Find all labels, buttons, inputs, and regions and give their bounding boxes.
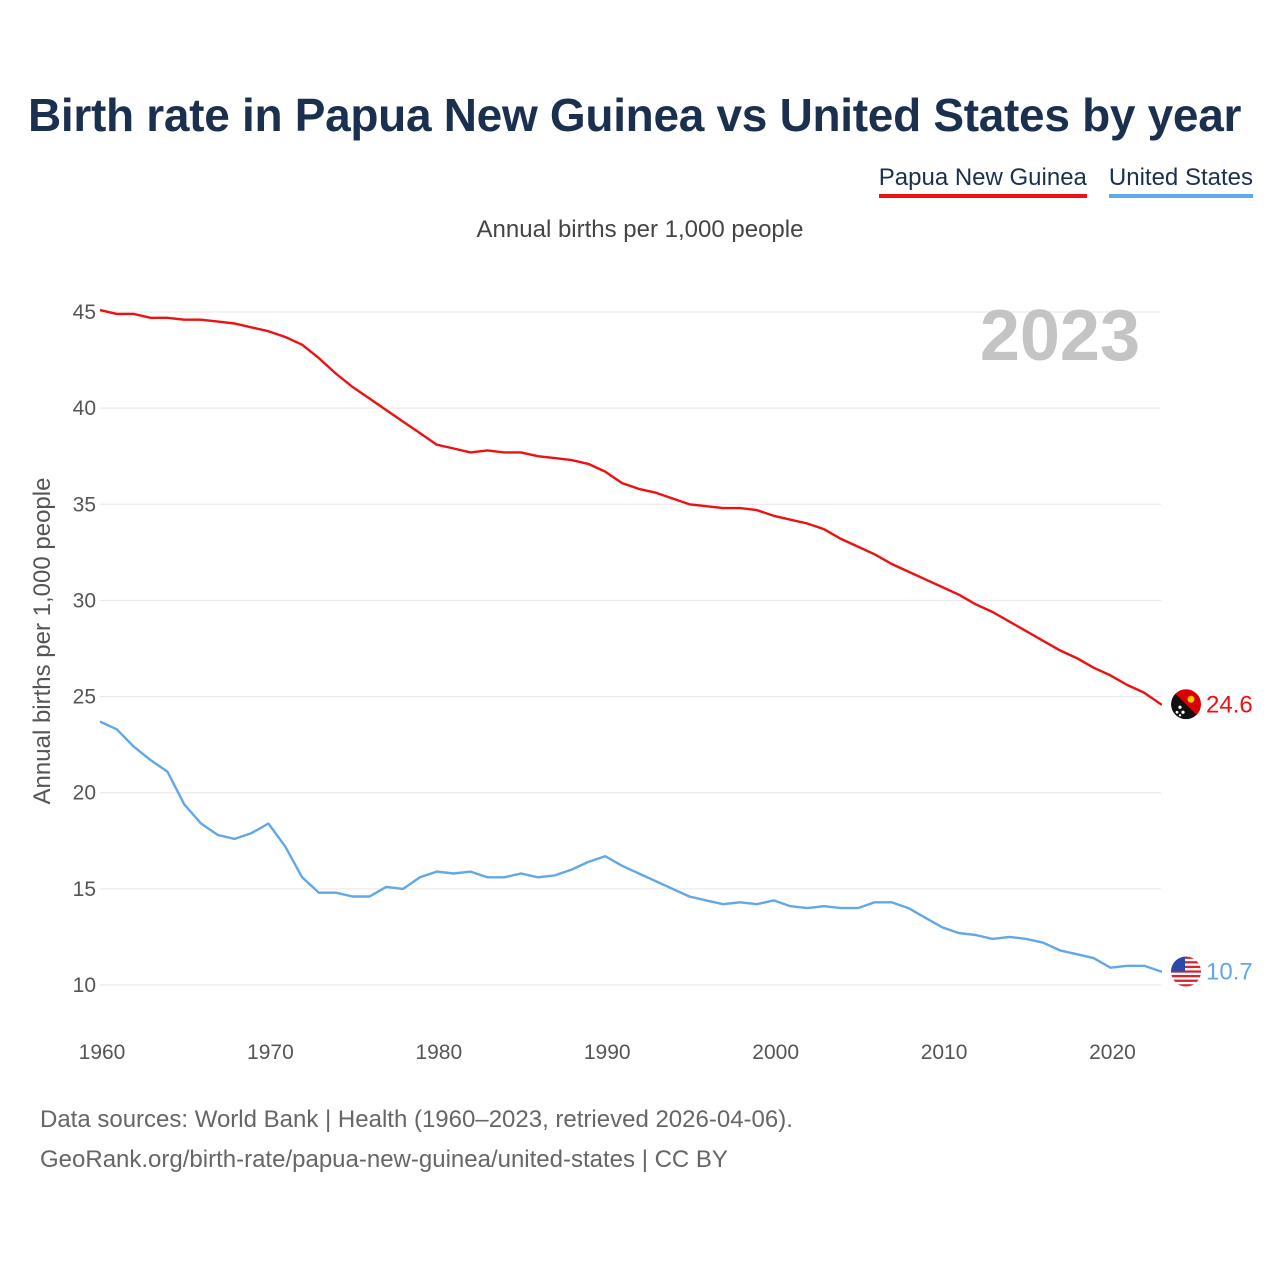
line-chart: 10 15 20 25 30 35 40 45 1960 1970 1980 1990 2000 201…: [29, 296, 1253, 1064]
legend: Papua New Guinea United States: [878, 164, 1253, 198]
footer-sources: Data sources: World Bank | Health (1960–…: [40, 1106, 793, 1133]
x-axis-ticks: 1960 1970 1980 1990 2000 2010 2020: [79, 1041, 1136, 1064]
y-tick-label: 35: [73, 493, 96, 516]
y-tick-label: 25: [73, 686, 96, 709]
y-tick-label: 15: [73, 878, 96, 901]
series-line-papua-new-guinea[interactable]: [99, 308, 1172, 706]
y-tick-label: 40: [73, 397, 96, 420]
gridlines: [100, 311, 1161, 986]
y-tick-label: 20: [73, 782, 96, 805]
legend-item-papua-new-guinea[interactable]: Papua New Guinea: [878, 164, 1087, 198]
chart-title: Birth rate in Papua New Guinea vs United…: [28, 89, 1242, 141]
y-tick-label: 30: [73, 589, 96, 612]
x-tick-label: 1980: [415, 1041, 462, 1064]
end-value-label: 24.6: [1206, 691, 1253, 718]
papua-new-guinea-flag-icon: [1162, 680, 1210, 729]
x-tick-label: 1960: [79, 1041, 126, 1064]
x-tick-label: 2020: [1089, 1041, 1136, 1064]
end-value-label: 10.7: [1206, 959, 1253, 986]
x-tick-label: 1990: [584, 1041, 631, 1064]
y-axis-label: Annual births per 1,000 people: [29, 478, 56, 805]
series-line-united-states[interactable]: [99, 720, 1172, 973]
series-end-markers: 24.6 10.7: [1162, 680, 1253, 996]
y-tick-label: 45: [73, 301, 96, 324]
legend-item-united-states[interactable]: United States: [1108, 164, 1253, 198]
united-states-flag-icon: [1162, 947, 1210, 996]
x-tick-label: 1970: [247, 1041, 294, 1064]
footer-link[interactable]: GeoRank.org/birth-rate/papua-new-guinea/…: [40, 1146, 728, 1173]
x-tick-label: 2010: [921, 1041, 968, 1064]
year-watermark: 2023: [980, 296, 1140, 376]
series-lines: [99, 308, 1172, 973]
y-axis-ticks: 10 15 20 25 30 35 40 45: [73, 301, 96, 997]
x-tick-label: 2000: [752, 1041, 799, 1064]
chart-subtitle: Annual births per 1,000 people: [476, 216, 804, 243]
y-tick-label: 10: [73, 974, 96, 997]
